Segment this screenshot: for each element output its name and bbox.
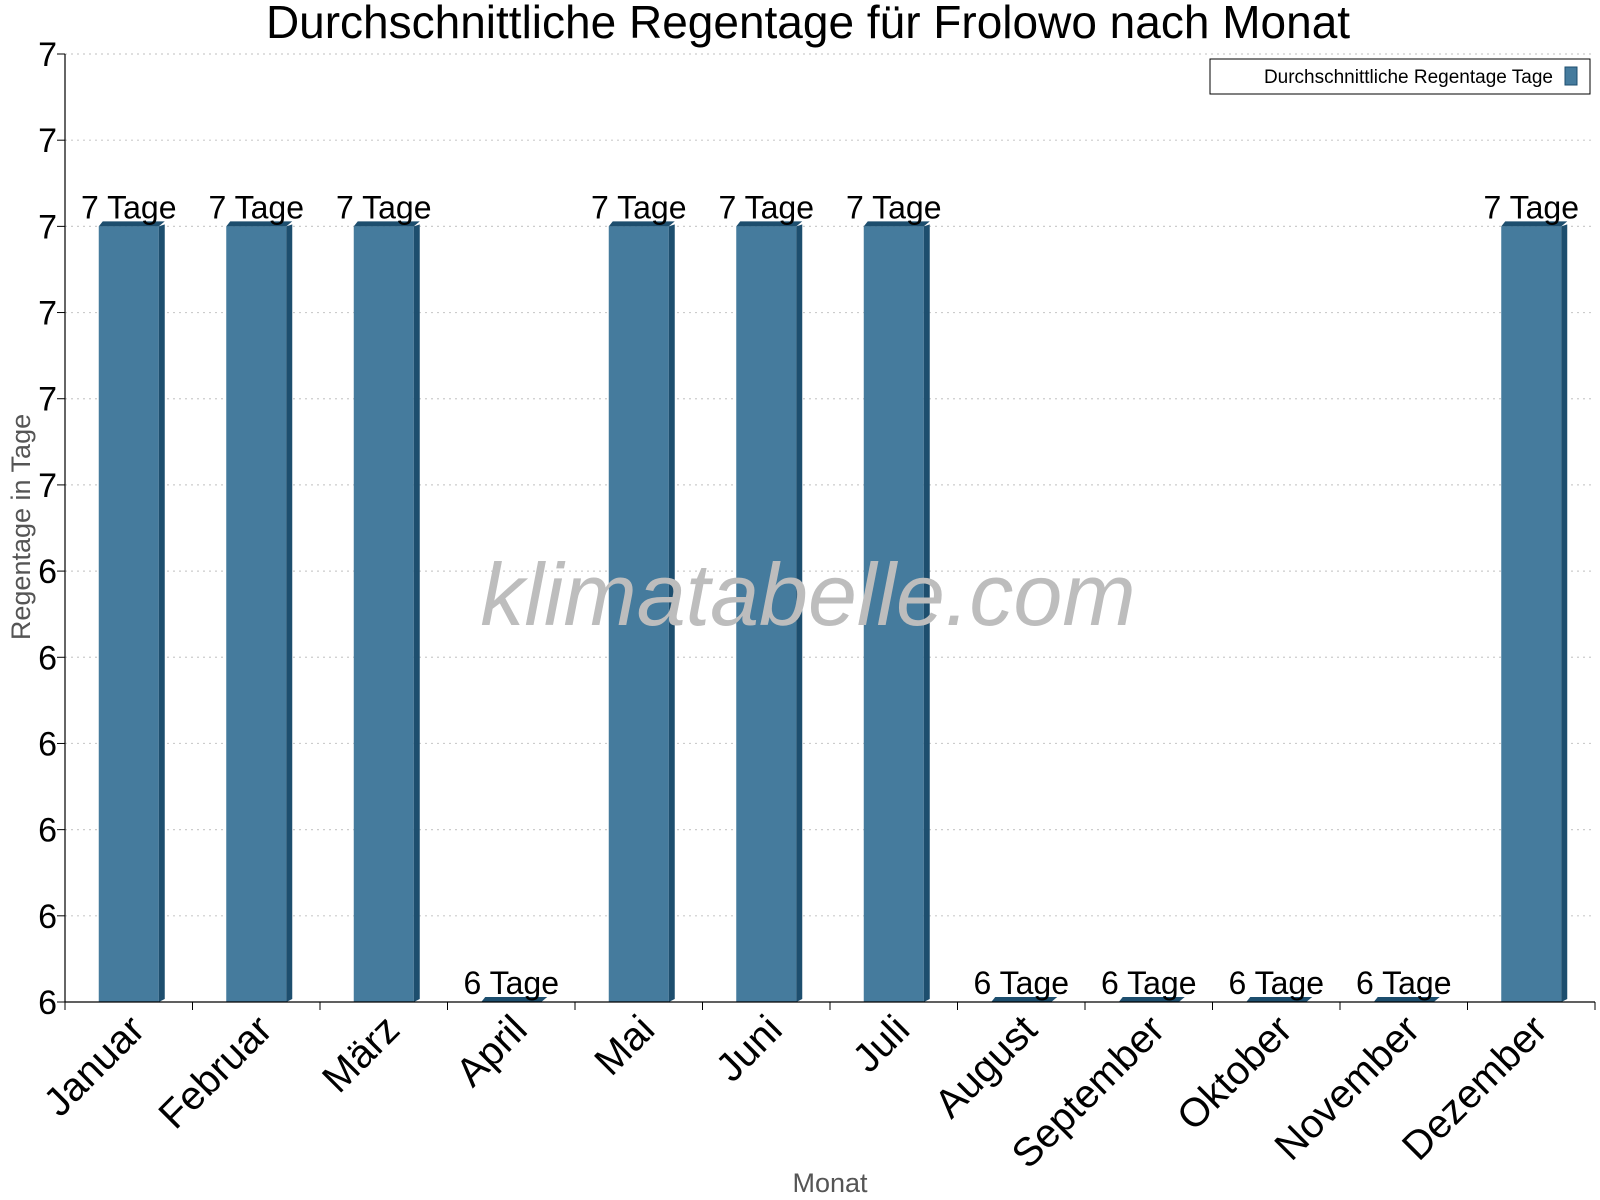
- chart-title: Durchschnittliche Regentage für Frolowo …: [266, 0, 1350, 48]
- bar: [736, 226, 797, 1002]
- x-axis-label: Monat: [792, 1168, 868, 1198]
- data-label: 6 Tage: [1356, 965, 1452, 1001]
- x-tick-label: Februar: [150, 1007, 280, 1137]
- bar: [1501, 226, 1562, 1002]
- y-tick-label: 6: [38, 553, 57, 591]
- data-labels: 7 Tage 7 Tage 7 Tage 6 Tage 7 Tage 7 Tage 7 Ta…: [81, 189, 1579, 1001]
- data-label: 7 Tage: [719, 189, 815, 225]
- bar-side: [923, 224, 930, 1002]
- bar-top: [1501, 221, 1568, 227]
- data-label: 6 Tage: [1101, 965, 1197, 1001]
- data-label: 7 Tage: [336, 189, 432, 225]
- data-label: 6 Tage: [464, 965, 560, 1001]
- bar-side: [796, 224, 803, 1002]
- y-tick-label: 7: [38, 208, 57, 246]
- legend: Durchschnittliche Regentage Tage: [1209, 58, 1591, 95]
- bar-top: [991, 997, 1058, 1002]
- bars-group: [98, 221, 1568, 1002]
- y-tick-labels: 6 6 6 6 6 6 7 7 7 7 7 7: [38, 36, 65, 1022]
- data-label: 7 Tage: [591, 189, 687, 225]
- x-tick-label: Januar: [36, 1007, 154, 1125]
- data-label: 7 Tage: [81, 189, 177, 225]
- y-tick-label: 6: [38, 812, 57, 850]
- data-label: 7 Tage: [846, 189, 942, 225]
- bar-top: [481, 997, 548, 1002]
- bar-top: [863, 221, 930, 227]
- bar: [863, 226, 924, 1002]
- bar-side: [158, 224, 165, 1002]
- bar-side: [1561, 224, 1568, 1002]
- grid-lines: [65, 53, 1595, 917]
- watermark: klimatabelle.com: [480, 545, 1135, 644]
- bar-top: [608, 221, 675, 227]
- y-tick-label: 6: [38, 725, 57, 763]
- bar: [226, 226, 287, 1002]
- y-tick-label: 7: [38, 122, 57, 160]
- y-tick-label: 6: [38, 898, 57, 936]
- bar-top: [353, 221, 420, 227]
- y-tick-label: 7: [38, 295, 57, 333]
- data-label: 6 Tage: [1229, 965, 1325, 1001]
- y-tick-label: 7: [38, 36, 57, 74]
- y-tick-label: 6: [38, 984, 57, 1022]
- bar-top: [736, 221, 803, 227]
- bar-top: [1373, 997, 1440, 1002]
- x-tick-label: April: [448, 1007, 536, 1095]
- y-tick-label: 7: [38, 381, 57, 419]
- bar-side: [668, 224, 675, 1002]
- legend-label: Durchschnittliche Regentage Tage: [1264, 67, 1553, 88]
- bar-top: [1246, 997, 1313, 1002]
- data-label: 7 Tage: [1484, 189, 1580, 225]
- x-tick-label: August: [926, 1007, 1045, 1126]
- legend-swatch: [1564, 66, 1578, 86]
- data-label: 7 Tage: [209, 189, 305, 225]
- x-tick-label: Oktober: [1169, 1007, 1301, 1139]
- bar-side: [286, 224, 293, 1002]
- x-tick-label: Mai: [586, 1007, 663, 1084]
- x-tick-label: Juli: [845, 1007, 919, 1081]
- bar-top: [226, 221, 293, 227]
- bar-side: [413, 224, 420, 1002]
- bar: [353, 226, 414, 1002]
- x-tick-label: März: [314, 1007, 408, 1101]
- y-axis-label: Regentage in Tage: [6, 414, 36, 640]
- y-tick-label: 7: [38, 467, 57, 505]
- bar: [608, 226, 669, 1002]
- bar-top: [1118, 997, 1185, 1002]
- data-label: 6 Tage: [974, 965, 1070, 1001]
- y-tick-label: 6: [38, 639, 57, 677]
- bar: [98, 226, 159, 1002]
- bar-top: [98, 221, 165, 227]
- x-tick-label: Juni: [708, 1007, 791, 1090]
- legend-box: [1209, 58, 1591, 95]
